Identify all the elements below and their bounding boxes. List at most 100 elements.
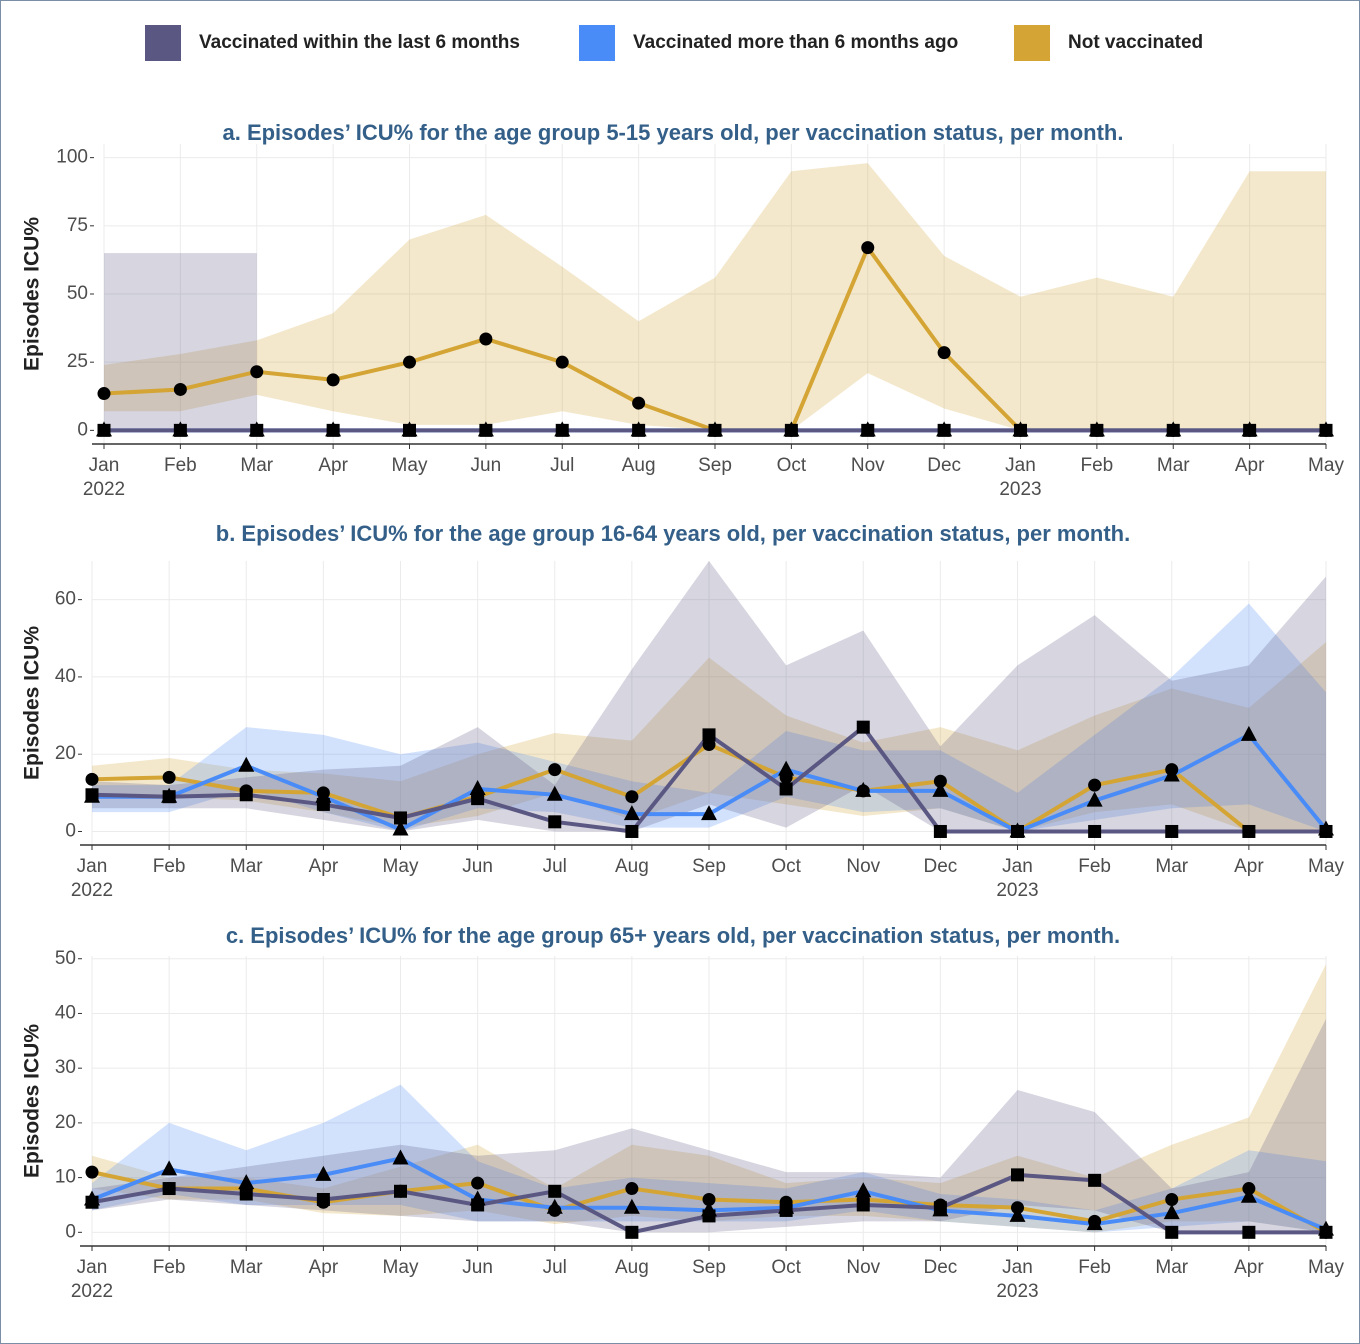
chart-title: c. Episodes’ ICU% for the age group 65+ … (226, 923, 1120, 948)
x-tick-label: Mar (230, 856, 263, 877)
x-tick-label: Feb (1081, 455, 1114, 476)
y-tick-label: 40 (55, 1002, 76, 1023)
point (479, 332, 493, 346)
y-tick-label: 0 (65, 1221, 76, 1242)
x-tick-label: Jan (89, 455, 120, 476)
point (238, 756, 255, 772)
legend-label: Vaccinated more than 6 months ago (633, 32, 958, 53)
x-tick-label: Oct (777, 455, 807, 476)
x-tick-label: Feb (153, 1257, 186, 1278)
point (316, 797, 330, 811)
x-tick-label: Feb (1078, 856, 1111, 877)
point (1240, 1187, 1257, 1203)
x-tick-label: Sep (692, 1257, 726, 1278)
point (392, 820, 409, 836)
point (1166, 423, 1180, 437)
x-tick-label: Jan (1002, 856, 1033, 877)
x-year-label: 2023 (996, 880, 1038, 901)
point (548, 763, 562, 777)
point (1240, 725, 1257, 741)
legend-label: Vaccinated within the last 6 months (199, 32, 520, 53)
point (701, 805, 717, 821)
x-tick-label: May (1308, 455, 1344, 476)
x-year-label: 2022 (71, 880, 113, 901)
x-tick-label: Jun (471, 455, 502, 476)
x-tick-label: Nov (851, 455, 885, 476)
x-tick-label: Jul (543, 1257, 567, 1278)
point (1088, 778, 1102, 792)
chart-title: a. Episodes’ ICU% for the age group 5-15… (222, 120, 1123, 145)
legend-label: Not vaccinated (1068, 32, 1203, 53)
x-tick-label: Apr (309, 1257, 339, 1278)
point (97, 387, 111, 401)
x-tick-label: Oct (771, 856, 801, 877)
point (326, 373, 340, 387)
x-tick-label: Jun (462, 856, 493, 877)
point (856, 1198, 870, 1212)
x-year-label: 2022 (83, 479, 125, 500)
point (479, 423, 493, 437)
point (546, 785, 563, 801)
x-tick-label: Feb (164, 455, 197, 476)
point (555, 423, 569, 437)
point (394, 1184, 407, 1198)
x-tick-label: Aug (622, 455, 656, 476)
point (855, 1182, 872, 1198)
point (238, 1174, 255, 1190)
point (173, 423, 187, 437)
y-tick-label: 50 (55, 948, 76, 969)
x-tick-label: Apr (309, 856, 339, 877)
point (471, 1198, 485, 1212)
x-tick-label: Aug (615, 1257, 649, 1278)
point (1319, 423, 1333, 437)
x-tick-label: Sep (698, 455, 732, 476)
x-tick-label: Jun (462, 1257, 493, 1278)
point (161, 1160, 178, 1176)
confidence-band (92, 561, 1326, 832)
point (1319, 824, 1333, 838)
point (403, 355, 416, 369)
point (933, 774, 947, 788)
point (316, 1192, 330, 1206)
x-tick-label: Apr (1235, 455, 1265, 476)
point (1243, 423, 1257, 437)
point (708, 423, 722, 437)
confidence-band (92, 603, 1326, 832)
point (469, 779, 486, 795)
x-year-label: 2022 (71, 1281, 113, 1302)
point (162, 770, 176, 784)
x-tick-label: Dec (923, 856, 957, 877)
point (937, 423, 951, 437)
point (702, 1192, 716, 1206)
point (855, 781, 872, 797)
y-axis-label: Episodes ICU% (21, 1024, 44, 1178)
legend-swatch (579, 25, 615, 61)
x-tick-label: Mar (230, 1257, 263, 1278)
point (85, 1195, 99, 1209)
x-tick-label: Dec (923, 1257, 957, 1278)
point (1165, 824, 1179, 838)
point (784, 423, 798, 437)
x-tick-label: Mar (1155, 856, 1188, 877)
y-axis-label: Episodes ICU% (21, 626, 44, 780)
point (97, 423, 111, 437)
point (625, 1182, 639, 1196)
x-tick-label: Aug (615, 856, 649, 877)
point (1163, 1204, 1180, 1220)
y-tick-label: 100 (56, 147, 88, 168)
point (239, 788, 253, 802)
point (1242, 824, 1256, 838)
point (555, 355, 569, 369)
y-tick-label: 0 (77, 419, 88, 440)
x-tick-label: Mar (1155, 1257, 1188, 1278)
x-tick-label: Jan (1002, 1257, 1033, 1278)
y-tick-label: 50 (67, 283, 88, 304)
point (1011, 1168, 1024, 1182)
x-tick-label: Nov (846, 1257, 880, 1278)
legend-swatch (1014, 25, 1050, 61)
point (173, 382, 187, 396)
point (250, 423, 264, 437)
point (548, 1184, 562, 1198)
